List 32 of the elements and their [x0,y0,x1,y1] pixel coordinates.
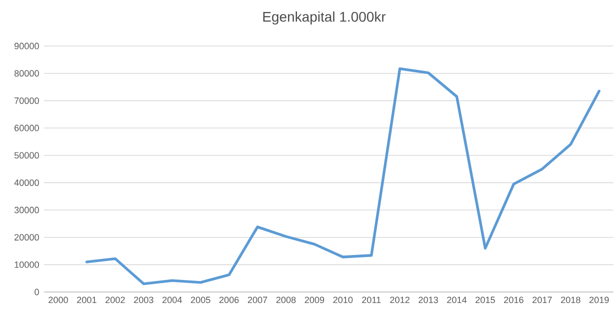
x-tick-label: 2015 [476,296,495,304]
x-tick-label: 2019 [589,296,609,304]
y-tick-label: 30000 [14,206,39,214]
x-tick-label: 2010 [333,296,353,304]
x-tick-label: 2009 [304,296,324,304]
y-tick-label: 0 [34,288,39,296]
y-tick-label: 60000 [14,124,39,132]
x-tick-label: 2018 [561,296,580,304]
y-tick-label: 50000 [14,152,39,159]
line-series [85,67,600,286]
y-tick-label: 40000 [14,179,39,186]
y-tick-label: 70000 [14,97,39,104]
x-tick-label: 2014 [447,296,467,304]
chart-title: Egenkapital 1.000kr [263,11,386,25]
x-tick-label: 2012 [390,296,410,304]
x-tick-label: 2017 [532,296,552,304]
x-tick-label: 2004 [162,296,182,304]
x-tick-label: 2005 [190,296,210,304]
x-tick-label: 2007 [248,296,268,304]
x-tick-label: 2003 [134,296,154,304]
x-tick-label: 2000 [48,296,68,304]
x-tick-label: 2002 [106,296,125,304]
x-tick-label: 2016 [504,296,524,304]
x-tick-label: 2006 [219,296,239,304]
y-tick-label: 80000 [14,70,39,77]
x-tick-label: 2011 [362,296,381,304]
x-tick-label: 2013 [418,296,438,304]
y-tick-label: 90000 [14,42,39,50]
x-tick-label: 2008 [276,296,296,304]
y-tick-label: 20000 [14,234,39,241]
y-tick-label: 10000 [14,261,39,268]
x-tick-label: 2001 [77,296,96,304]
